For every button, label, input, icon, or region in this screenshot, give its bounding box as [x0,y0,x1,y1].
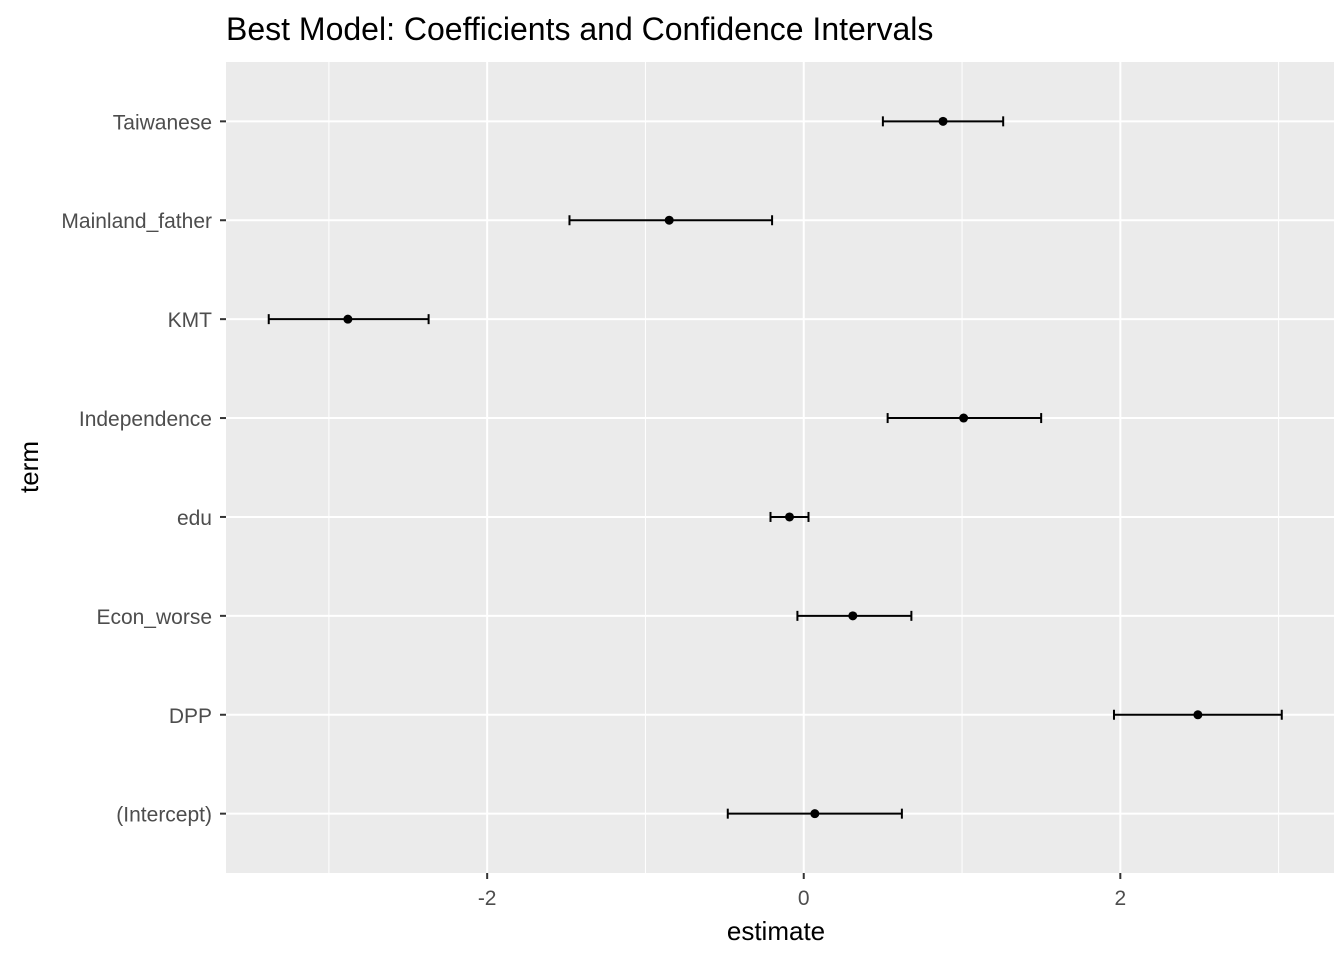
estimate-point-Mainland_father [664,215,674,225]
y-tick-label: Mainland_father [61,210,212,233]
y-tick-label: DPP [169,705,212,728]
chart-title: Best Model: Coefficients and Confidence … [226,11,933,47]
estimate-point-Econ_worse [848,611,858,621]
estimate-point-DPP [1193,710,1203,720]
x-axis-title: estimate [727,916,825,946]
y-axis-title: term [14,441,44,493]
x-axis: -2 0 2 [478,873,1126,910]
plot-panel [226,62,1334,873]
y-axis: Taiwanese Mainland_father KMT Independence e… [61,111,226,827]
x-tick-label: 2 [1114,887,1126,910]
estimate-point-edu [784,512,794,522]
y-tick-label: (Intercept) [116,804,212,827]
estimate-point-Independence [959,413,969,423]
estimate-points [343,116,1203,819]
y-tick-label: edu [177,507,212,530]
y-tick-label: Econ_worse [96,606,212,629]
x-tick-label: -2 [478,887,497,910]
estimate-point-Taiwanese [938,116,948,126]
estimate-point-(Intercept) [810,809,820,819]
y-tick-label: Independence [79,408,212,431]
y-tick-label: KMT [168,309,213,332]
y-tick-label: Taiwanese [113,111,212,134]
x-tick-label: 0 [798,887,810,910]
minor-gridlines [328,62,1280,873]
estimate-point-KMT [343,314,353,324]
